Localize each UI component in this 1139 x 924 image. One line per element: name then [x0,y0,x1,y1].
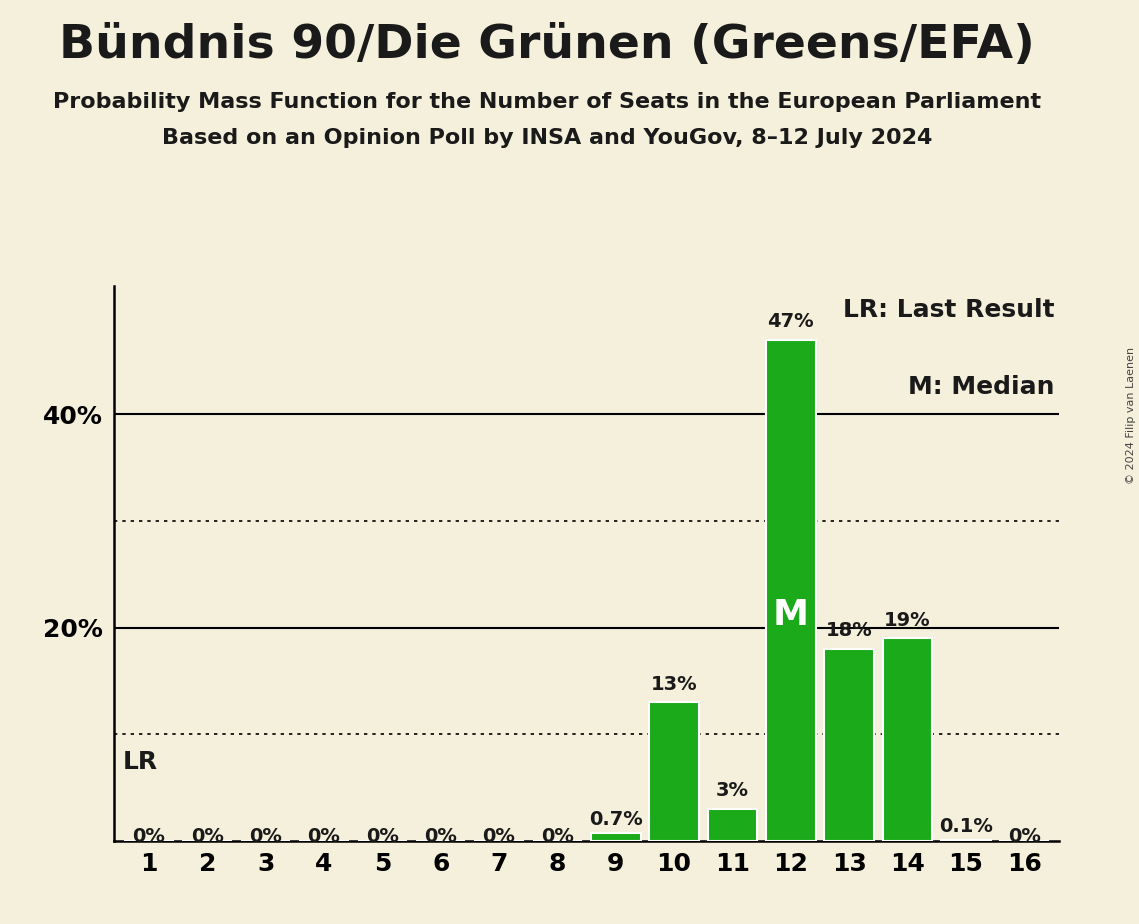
Text: 0%: 0% [308,827,341,846]
Text: 0%: 0% [366,827,399,846]
Text: 0%: 0% [249,827,282,846]
Text: M: M [773,599,809,632]
Text: 3%: 3% [716,782,749,800]
Text: 0%: 0% [483,827,516,846]
Bar [883,638,933,841]
Text: 18%: 18% [826,622,872,640]
Text: LR: Last Result: LR: Last Result [843,298,1055,322]
Text: 0%: 0% [424,827,457,846]
Text: Probability Mass Function for the Number of Seats in the European Parliament: Probability Mass Function for the Number… [52,92,1041,113]
Text: M: Median: M: Median [908,375,1055,399]
Text: Bündnis 90/Die Grünen (Greens/EFA): Bündnis 90/Die Grünen (Greens/EFA) [59,23,1034,68]
Bar [591,833,640,841]
Text: 19%: 19% [884,611,931,630]
Bar [649,702,699,841]
Text: LR: LR [123,750,158,774]
Text: 0%: 0% [191,827,223,846]
Text: 0%: 0% [132,827,165,846]
Bar [941,840,991,841]
Text: 0%: 0% [541,827,574,846]
Text: 13%: 13% [650,675,697,694]
Bar [767,340,816,841]
Text: 0.7%: 0.7% [589,810,642,829]
Text: © 2024 Filip van Laenen: © 2024 Filip van Laenen [1126,347,1136,484]
Text: 0.1%: 0.1% [939,817,993,835]
Text: 47%: 47% [768,312,814,331]
Bar [825,649,874,841]
Text: Based on an Opinion Poll by INSA and YouGov, 8–12 July 2024: Based on an Opinion Poll by INSA and You… [162,128,932,148]
Text: 0%: 0% [1008,827,1041,846]
Bar [707,808,757,841]
